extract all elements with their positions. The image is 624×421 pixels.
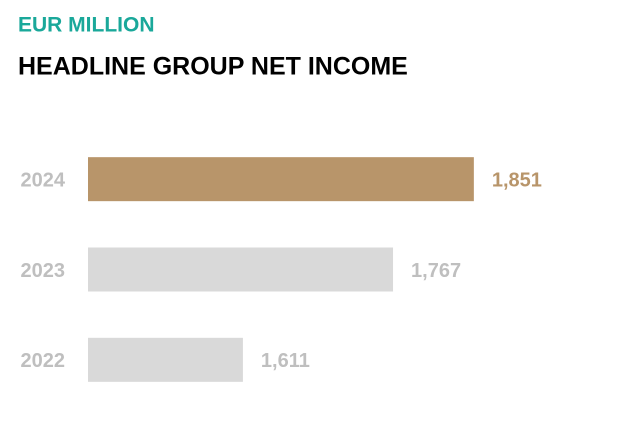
bar	[88, 337, 243, 382]
y-tick-label: 2023	[21, 260, 66, 282]
bar	[88, 157, 474, 202]
value-label: 1,767	[411, 260, 461, 282]
value-label: 1,611	[261, 350, 310, 372]
y-tick-label: 2024	[21, 169, 66, 191]
bar	[88, 247, 394, 292]
chart-title: EUR MILLION	[18, 14, 155, 37]
chart-subtitle: HEADLINE GROUP NET INCOME	[18, 53, 408, 81]
value-label: 1,851	[492, 169, 542, 191]
y-tick-label: 2022	[21, 350, 66, 372]
